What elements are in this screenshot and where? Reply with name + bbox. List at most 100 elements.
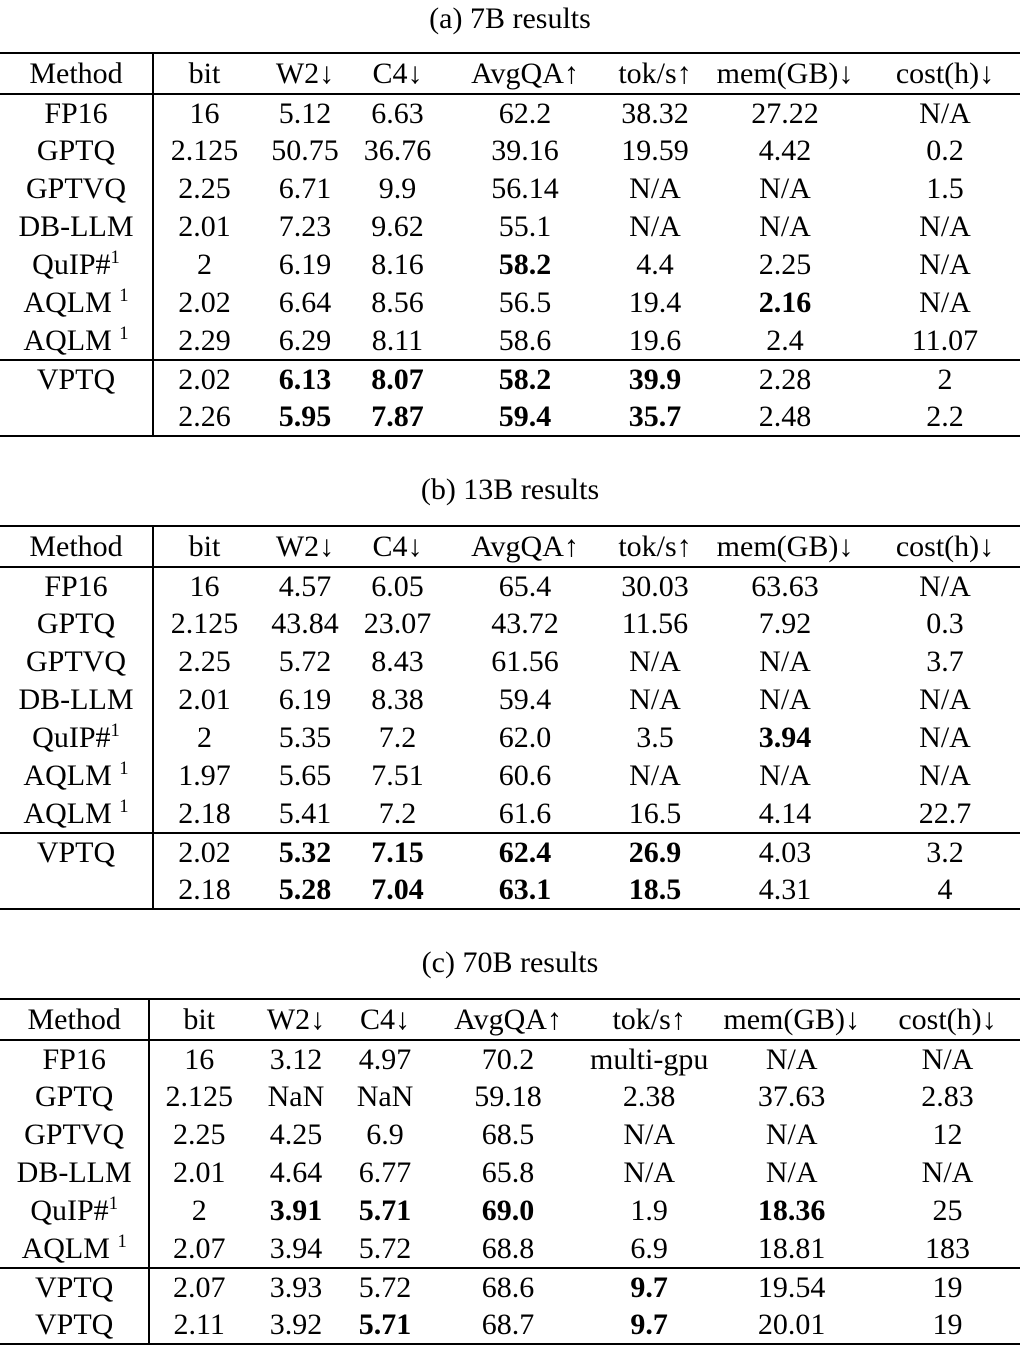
table-row: FP16 16 5.12 6.63 62.2 38.32 27.22 N/A — [0, 94, 1020, 132]
method-cell: VPTQ — [0, 832, 154, 871]
table-row: DB-LLM 2.01 7.23 9.62 55.1 N/A N/A N/A — [0, 208, 1020, 246]
data-cell: 3.2 — [870, 832, 1020, 871]
data-cell: 2.01 — [172, 1156, 226, 1189]
data-cell: 68.7 — [481, 1307, 535, 1341]
table-row: GPTVQ 2.25 5.72 8.43 61.56 N/A N/A 3.7 — [0, 643, 1020, 681]
data-cell: 70.2 — [481, 1042, 535, 1076]
data-cell: 0.3 — [926, 607, 964, 640]
column-header: W2↓ — [248, 999, 344, 1041]
data-cell: 6.77 — [358, 1156, 412, 1189]
data-cell: 0.2 — [926, 134, 964, 167]
data-cell: N/A — [765, 1118, 818, 1151]
method-cell: VPTQ — [0, 359, 154, 398]
footnote-marker: 1 — [110, 720, 120, 741]
method-cell: GPTVQ — [0, 170, 154, 208]
method-cell: AQLM 1 — [0, 757, 154, 795]
data-cell: N/A — [629, 759, 681, 792]
data-cell: 2.25 — [172, 1118, 226, 1151]
data-cell: 65.8 — [481, 1156, 535, 1189]
data-cell: N/A — [919, 210, 971, 243]
data-cell: 8.07 — [355, 359, 440, 398]
table-row: GPTQ 2.125 43.84 23.07 43.72 11.56 7.92 0.3 — [0, 605, 1020, 643]
data-cell: 2.02 — [153, 359, 255, 398]
data-cell: 3.92 — [269, 1307, 323, 1341]
header-row: Method bit W2↓ C4↓ AvgQA↑ tok/s↑ mem(GB)↓ cost(… — [0, 53, 1020, 95]
data-cell: 5.65 — [278, 759, 332, 792]
data-cell: 2.125 — [170, 134, 239, 167]
method-name: GPTVQ — [25, 645, 126, 678]
column-header: cost(h)↓ — [870, 53, 1020, 95]
method-name: GPTVQ — [24, 1118, 125, 1151]
column-header: tok/s↑ — [610, 53, 700, 95]
table-row: VPTQ 2.02 6.13 8.07 58.2 39.9 2.28 2 — [0, 359, 1020, 398]
data-cell: 5.71 — [358, 1307, 412, 1341]
method-cell: QuIP#1 — [0, 719, 154, 757]
data-cell: 2.25 — [758, 248, 812, 281]
data-cell: 16.5 — [628, 796, 682, 830]
data-cell: 19.59 — [621, 134, 689, 167]
data-cell: 2.83 — [921, 1080, 974, 1113]
data-cell: N/A — [765, 1042, 818, 1076]
method-name: GPTVQ — [25, 172, 126, 205]
data-cell: 6.63 — [371, 96, 424, 130]
method-name: AQLM — [21, 1231, 118, 1265]
data-cell: 2.25 — [178, 645, 231, 678]
column-header: mem(GB)↓ — [700, 53, 870, 95]
column-header: mem(GB)↓ — [700, 526, 870, 568]
method-cell: DB-LLM — [0, 208, 154, 246]
data-cell: 3.94 — [269, 1231, 323, 1265]
data-cell: 4.4 — [636, 248, 674, 281]
table-row: AQLM 1 1.97 5.65 7.51 60.6 N/A N/A N/A — [0, 757, 1020, 795]
data-cell: 2.29 — [178, 323, 231, 357]
data-cell: 58.6 — [498, 323, 552, 357]
data-cell: multi-gpu — [589, 1042, 709, 1076]
data-cell: N/A — [759, 210, 811, 243]
data-cell: 2.38 — [622, 1080, 676, 1113]
column-header: Method — [0, 999, 151, 1041]
data-cell: 11.56 — [621, 607, 689, 640]
data-cell: 43.72 — [491, 607, 559, 640]
method-name: DB-LLM — [18, 210, 134, 243]
data-cell: 55.1 — [498, 210, 552, 243]
table-row: FP16 16 4.57 6.05 65.4 30.03 63.63 N/A — [0, 567, 1020, 605]
data-cell: 8.16 — [371, 248, 424, 281]
data-cell: 3.12 — [269, 1042, 323, 1076]
data-cell: 8.11 — [371, 323, 424, 357]
data-cell: 2.01 — [178, 210, 231, 243]
method-name: FP16 — [42, 1042, 106, 1076]
data-cell: 61.6 — [498, 796, 552, 830]
data-cell: 1.5 — [926, 172, 964, 205]
method-cell: QuIP#1 — [0, 1192, 151, 1230]
data-cell: 2.11 — [173, 1307, 225, 1341]
data-cell: 2.26 — [178, 399, 231, 433]
column-header: bit — [149, 999, 249, 1041]
table-row: DB-LLM 2.01 4.64 6.77 65.8 N/A N/A N/A — [0, 1154, 1020, 1192]
data-cell: 20.01 — [757, 1307, 826, 1341]
data-cell: NaN — [356, 1080, 414, 1113]
method-cell: DB-LLM — [0, 1154, 151, 1192]
method-name: VPTQ — [36, 362, 116, 396]
method-cell — [0, 398, 154, 436]
data-cell: 5.72 — [358, 1231, 412, 1265]
table-row: AQLM 1 2.07 3.94 5.72 68.8 6.9 18.81 183 — [0, 1230, 1020, 1268]
data-cell: 6.19 — [278, 248, 332, 281]
data-cell: 3.91 — [269, 1194, 323, 1227]
data-cell: 7.51 — [371, 759, 424, 792]
table-row: AQLM 1 2.18 5.41 7.2 61.6 16.5 4.14 22.7 — [0, 795, 1020, 833]
data-cell: 2.125 — [170, 607, 239, 640]
column-header: AvgQA↑ — [440, 53, 610, 95]
data-cell: 16 — [189, 96, 220, 130]
header-row: Method bit W2↓ C4↓ AvgQA↑ tok/s↑ mem(GB)↓ cost(… — [0, 526, 1020, 568]
data-cell: 7.04 — [371, 872, 424, 906]
table-row: AQLM 1 2.02 6.64 8.56 56.5 19.4 2.16 N/A — [0, 284, 1020, 322]
table-row: GPTQ 2.125 50.75 36.76 39.16 19.59 4.42 0.2 — [0, 132, 1020, 170]
data-cell: 6.9 — [630, 1231, 668, 1265]
data-cell: 68.6 — [426, 1267, 590, 1306]
data-cell: 36.76 — [363, 134, 432, 167]
data-cell: 23.07 — [363, 607, 432, 640]
data-cell: 68.8 — [481, 1231, 535, 1265]
data-cell: N/A — [759, 172, 811, 205]
data-cell: 22.7 — [918, 796, 972, 830]
data-cell: 59.18 — [474, 1080, 542, 1113]
